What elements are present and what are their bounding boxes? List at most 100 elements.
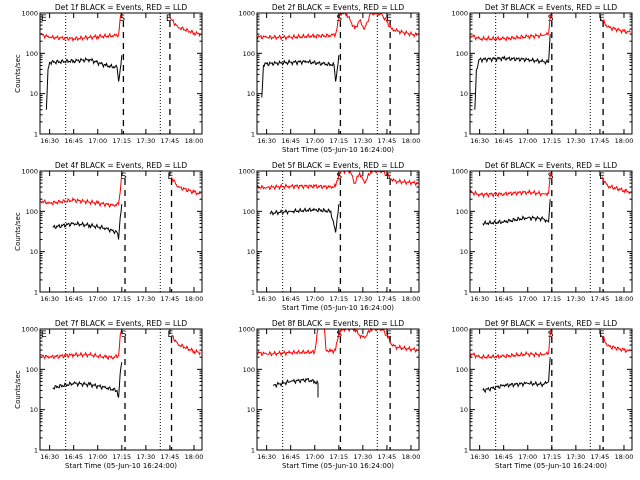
x-tick-label: 17:00	[88, 453, 107, 461]
lld-series-line	[40, 13, 122, 41]
y-tick-label: 100	[456, 50, 468, 58]
events-series-line	[262, 55, 339, 97]
x-tick-label: 16:45	[64, 453, 83, 461]
x-tick-label: 17:45	[161, 453, 180, 461]
x-tick-label: 17:15	[542, 295, 561, 303]
y-tick-label: 1	[34, 289, 38, 297]
y-tick-label: 1	[464, 131, 468, 139]
events-series-line	[46, 55, 121, 109]
x-axis-label: Start Time (05-Jun-10 16:24:00)	[282, 304, 394, 312]
x-tick-label: 17:45	[378, 137, 397, 145]
x-tick-label: 17:00	[88, 295, 107, 303]
lld-series-line	[602, 335, 631, 352]
x-tick-label: 17:15	[112, 295, 131, 303]
y-tick-label: 100	[26, 50, 38, 58]
x-tick-label: 17:30	[566, 453, 585, 461]
x-tick-label: 16:30	[40, 137, 59, 145]
x-tick-label: 17:15	[329, 137, 348, 145]
y-tick-label: 100	[26, 208, 38, 216]
x-tick-label: 16:45	[64, 137, 83, 145]
y-tick-label: 1000	[238, 326, 255, 334]
x-tick-label: 17:15	[112, 137, 131, 145]
y-axis-label: Counts/sec	[14, 54, 22, 93]
x-tick-label: 16:45	[64, 295, 83, 303]
x-tick-label: 16:30	[257, 295, 276, 303]
x-tick-label: 16:45	[494, 295, 513, 303]
plot-title: Det 9f BLACK = Events, RED = LLD	[485, 319, 618, 328]
detector-plot-panel: Det 3f BLACK = Events, RED = LLD S E 1 10 100…	[451, 3, 633, 145]
x-tick-label: 17:30	[353, 295, 372, 303]
lld-series-line	[470, 329, 552, 359]
x-tick-label: 17:00	[305, 137, 324, 145]
y-axis-label: Counts/sec	[14, 370, 22, 409]
y-tick-label: 10	[460, 90, 468, 98]
lld-series-line	[170, 18, 201, 36]
x-axis-label: Start Time (05-Jun-10 16:24:00)	[495, 462, 607, 470]
x-tick-label: 17:00	[518, 453, 537, 461]
x-tick-label: 17:15	[112, 453, 131, 461]
x-tick-label: 18:00	[185, 453, 204, 461]
x-tick-label: 17:45	[378, 453, 397, 461]
x-tick-label: 17:30	[353, 453, 372, 461]
plot-frame	[470, 13, 632, 134]
x-tick-label: 17:30	[353, 137, 372, 145]
x-tick-label: 17:30	[136, 137, 155, 145]
plot-title: Det 2f BLACK = Events, RED = LLD	[272, 3, 405, 12]
x-tick-label: 17:15	[329, 295, 348, 303]
x-tick-label: 16:45	[494, 137, 513, 145]
y-tick-label: 1000	[451, 10, 468, 18]
lld-series-line	[470, 13, 552, 40]
plot-frame	[470, 171, 632, 292]
x-tick-label: 17:15	[542, 137, 561, 145]
x-tick-label: 16:45	[281, 295, 300, 303]
x-tick-label: 17:00	[305, 453, 324, 461]
lld-series-line	[40, 171, 122, 207]
y-tick-label: 100	[243, 208, 255, 216]
y-tick-label: 10	[30, 90, 38, 98]
detector-plot-panel: Det 4f BLACK = Events, RED = LLD S E 1 10 100…	[14, 161, 203, 303]
x-tick-label: 17:45	[591, 137, 610, 145]
y-tick-label: 1000	[21, 10, 38, 18]
marker-label: E	[168, 330, 174, 340]
x-tick-label: 16:30	[257, 453, 276, 461]
detector-plot-panel: Det 1f BLACK = Events, RED = LLDE S E11010…	[14, 3, 203, 145]
y-tick-label: 1	[34, 447, 38, 455]
y-tick-label: 1	[464, 447, 468, 455]
events-series-line	[483, 357, 550, 392]
x-tick-label: 16:30	[40, 453, 59, 461]
events-series-line	[273, 379, 318, 398]
x-tick-label: 18:00	[185, 137, 204, 145]
x-tick-label: 16:45	[494, 453, 513, 461]
y-tick-label: 1	[251, 289, 255, 297]
x-tick-label: 18:00	[615, 453, 634, 461]
x-tick-label: 17:00	[88, 137, 107, 145]
x-tick-label: 17:15	[542, 453, 561, 461]
y-tick-label: 1000	[238, 168, 255, 176]
y-tick-label: 10	[247, 248, 255, 256]
lld-series-line	[470, 171, 552, 197]
y-tick-label: 1	[251, 131, 255, 139]
y-tick-label: 1	[464, 289, 468, 297]
plot-title: Det 7f BLACK = Events, RED = LLD	[55, 319, 188, 328]
y-tick-label: 10	[460, 248, 468, 256]
x-tick-label: 16:30	[470, 295, 489, 303]
x-axis-label: Start Time (05-Jun-10 16:24:00)	[65, 462, 177, 470]
lld-series-line	[40, 329, 122, 359]
plot-title: Det 5f BLACK = Events, RED = LLD	[272, 161, 405, 170]
y-tick-label: 1000	[21, 168, 38, 176]
plot-title: Det 1f BLACK = Events, RED = LLD	[55, 3, 188, 12]
x-tick-label: 17:30	[566, 137, 585, 145]
y-tick-label: 10	[247, 90, 255, 98]
lld-series-line	[172, 335, 201, 354]
y-axis-label: Counts/sec	[14, 212, 22, 251]
plot-title: Det 8f BLACK = Events, RED = LLD	[272, 319, 405, 328]
y-tick-label: 1	[251, 447, 255, 455]
x-tick-label: 17:45	[161, 295, 180, 303]
y-tick-label: 100	[243, 50, 255, 58]
plot-frame	[40, 171, 202, 292]
plot-frame	[257, 171, 419, 292]
x-axis-label: Start Time (05-Jun-10 16:24:00)	[282, 146, 394, 154]
